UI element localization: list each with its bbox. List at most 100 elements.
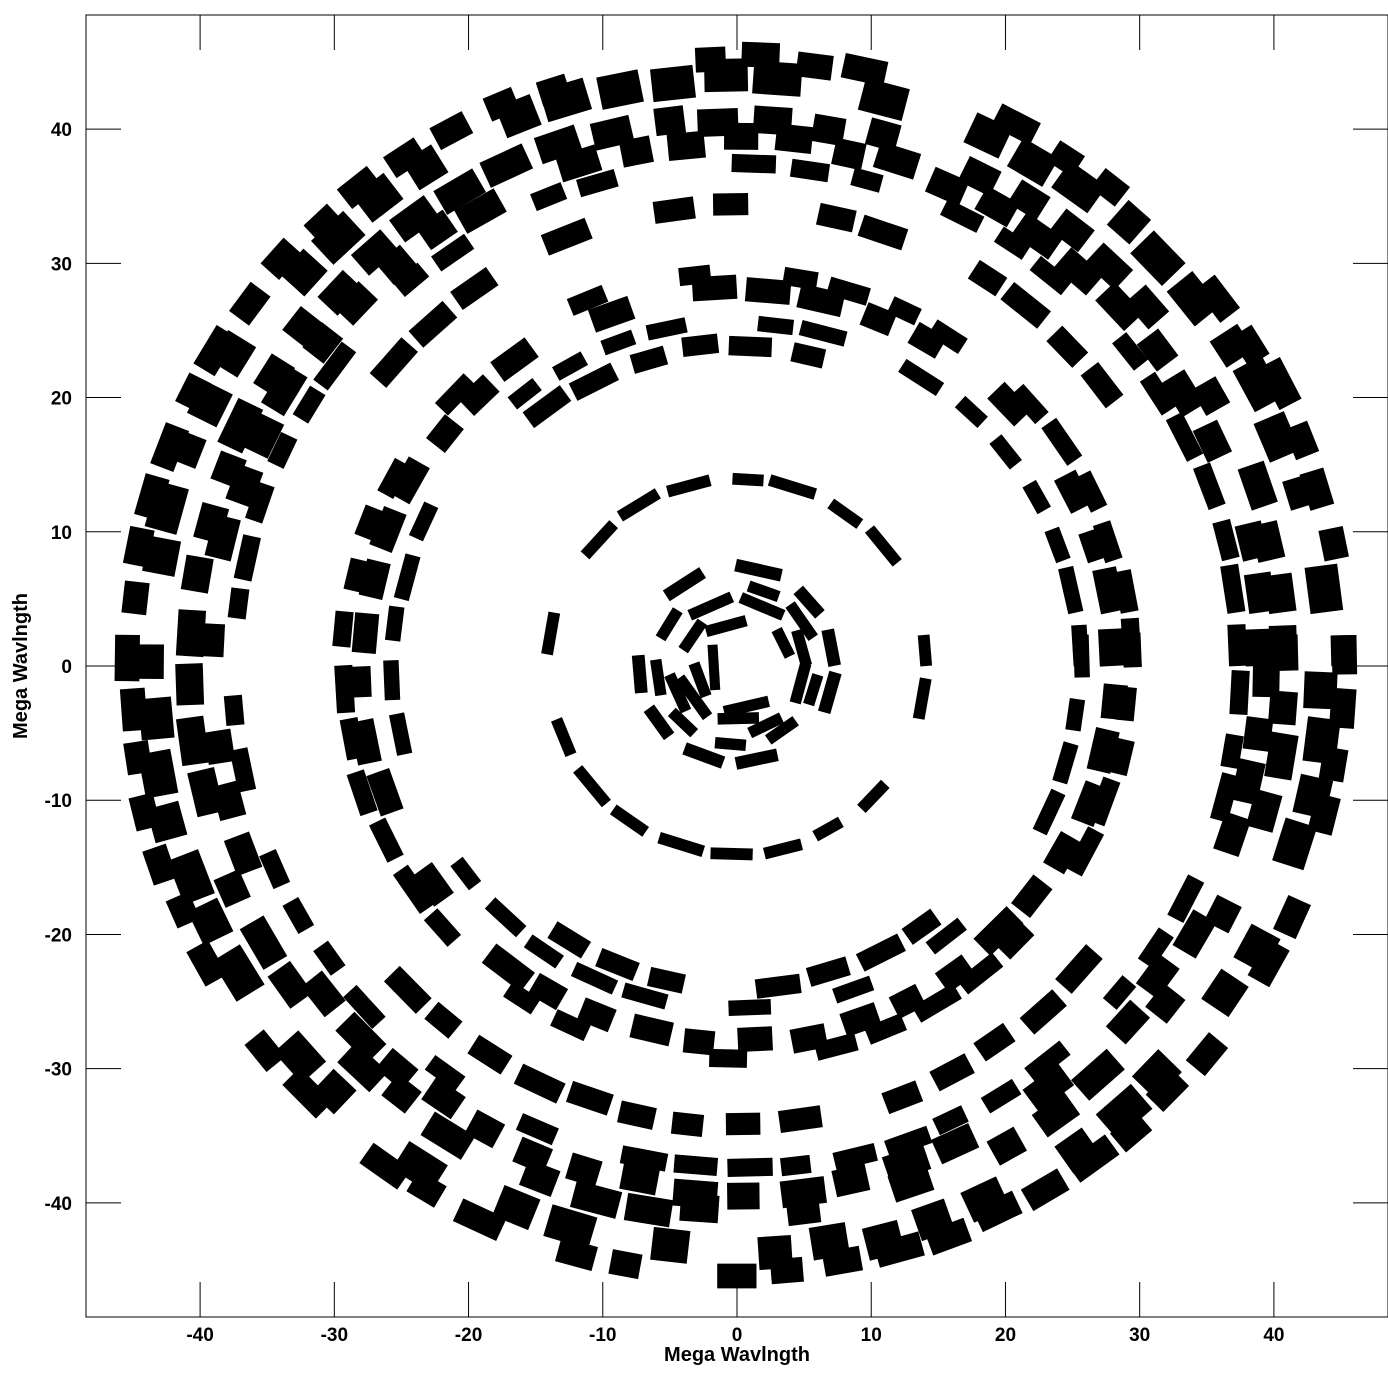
data-point	[738, 592, 786, 621]
data-point	[114, 634, 140, 682]
data-point	[727, 1157, 773, 1178]
data-point	[1106, 199, 1152, 245]
data-point	[551, 717, 577, 757]
data-point	[929, 1053, 975, 1092]
data-point	[1227, 624, 1248, 667]
data-point	[767, 474, 818, 500]
data-point	[587, 295, 636, 333]
data-point	[857, 214, 909, 251]
data-point	[1053, 247, 1104, 296]
data-point	[515, 1113, 559, 1146]
data-point	[1055, 944, 1103, 994]
data-point	[1122, 632, 1142, 668]
data-point	[346, 769, 378, 817]
data-point	[229, 281, 271, 326]
data-point	[832, 1143, 878, 1171]
data-point	[907, 321, 948, 359]
data-point	[898, 358, 945, 396]
data-point	[717, 712, 760, 725]
data-point	[1318, 526, 1349, 562]
data-point	[128, 792, 161, 832]
data-point	[279, 248, 328, 297]
data-point	[354, 504, 383, 541]
data-point	[595, 947, 640, 982]
data-point	[420, 1111, 476, 1160]
data-point	[687, 591, 735, 621]
data-point	[757, 315, 795, 336]
data-point	[818, 670, 842, 715]
x-tick-label: 30	[1129, 1325, 1150, 1346]
data-point	[193, 502, 230, 544]
data-point	[1109, 1111, 1153, 1153]
data-point	[855, 933, 906, 972]
data-point	[467, 1034, 513, 1075]
data-point	[864, 525, 902, 567]
data-point	[1283, 420, 1320, 461]
data-point	[821, 1245, 864, 1277]
data-point	[580, 520, 619, 560]
x-tick-label: -10	[589, 1325, 616, 1346]
data-point	[464, 1109, 506, 1149]
data-point	[662, 567, 707, 602]
data-point	[244, 1029, 286, 1073]
data-point	[980, 1078, 1022, 1114]
data-point	[457, 374, 500, 416]
data-point	[337, 1042, 389, 1093]
x-tick-label: 40	[1263, 1325, 1284, 1346]
data-point	[670, 1111, 705, 1137]
data-point	[927, 319, 968, 354]
data-point	[884, 1125, 933, 1159]
data-point	[1043, 830, 1082, 875]
data-point	[821, 628, 841, 667]
data-point	[712, 192, 749, 216]
data-point	[1145, 983, 1186, 1024]
data-point	[187, 897, 234, 946]
data-point	[377, 457, 411, 499]
data-point	[339, 717, 366, 761]
data-point	[815, 202, 857, 233]
data-point	[122, 525, 155, 568]
x-tick-label: -30	[321, 1325, 348, 1346]
data-point	[482, 86, 521, 122]
data-point	[119, 687, 148, 732]
data-point	[840, 52, 889, 87]
data-point	[810, 113, 847, 147]
data-point	[484, 897, 527, 938]
data-point	[530, 182, 568, 212]
data-point	[243, 413, 285, 459]
data-point	[259, 849, 291, 890]
data-point	[223, 831, 263, 877]
data-point	[831, 1163, 871, 1198]
data-point	[187, 766, 225, 818]
data-point	[1272, 817, 1318, 871]
data-point	[366, 767, 404, 817]
data-point	[239, 915, 288, 970]
data-point	[857, 77, 910, 122]
data-point	[1203, 894, 1242, 934]
data-point	[1192, 419, 1233, 463]
data-point	[649, 64, 696, 103]
data-point	[1242, 716, 1274, 752]
data-point	[431, 233, 475, 272]
data-point	[673, 1154, 719, 1177]
data-point	[725, 1112, 761, 1136]
y-tick-label: -40	[45, 1194, 72, 1215]
data-point	[746, 580, 781, 603]
data-point	[1022, 1063, 1075, 1112]
data-point	[1020, 1168, 1070, 1212]
data-point	[737, 1026, 773, 1053]
data-point	[1264, 572, 1297, 615]
data-point	[857, 779, 890, 813]
data-point	[1257, 357, 1302, 411]
data-point	[873, 1231, 925, 1268]
data-point	[764, 716, 799, 745]
data-point	[388, 712, 413, 756]
data-point	[832, 975, 875, 1004]
data-point	[1307, 792, 1341, 836]
data-point	[454, 188, 507, 234]
data-point	[175, 372, 212, 413]
data-point	[292, 385, 326, 424]
data-point	[1095, 1083, 1153, 1140]
data-point	[1139, 371, 1177, 416]
data-point	[790, 342, 827, 369]
